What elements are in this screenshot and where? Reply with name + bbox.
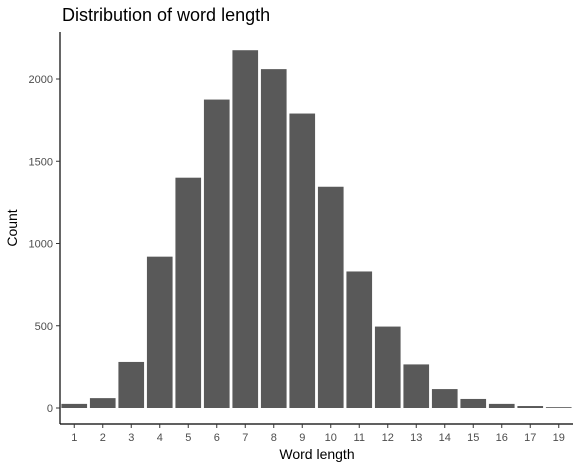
- y-tick-label: 500: [35, 321, 53, 333]
- x-tick-label: 10: [325, 432, 337, 444]
- bar-17: [517, 406, 544, 408]
- bar-14: [431, 389, 458, 408]
- x-tick-label: 3: [128, 432, 134, 444]
- x-tick-label: 5: [185, 432, 191, 444]
- bar-7: [232, 50, 259, 409]
- x-tick-label: 19: [553, 432, 565, 444]
- bar-9: [289, 113, 316, 408]
- bar-15: [460, 398, 487, 408]
- bar-6: [203, 99, 230, 408]
- x-axis-ticks: 1 2 3 4 5 6 7 8 9 10 11 12 13 14 15 16 17 19: [71, 424, 565, 444]
- x-tick-label: 11: [354, 432, 365, 444]
- x-tick-label: 2: [100, 432, 106, 444]
- y-axis-title: Count: [4, 209, 20, 246]
- x-tick-label: 12: [382, 432, 394, 444]
- bar-16: [488, 403, 515, 408]
- y-tick-label: 1000: [29, 239, 53, 251]
- y-axis-ticks: 0 500 1000 1500 2000: [29, 74, 60, 415]
- x-tick-label: 6: [214, 432, 220, 444]
- x-tick-label: 7: [242, 432, 248, 444]
- bar-1: [61, 403, 88, 408]
- bar-2: [89, 398, 116, 408]
- bar-5: [175, 177, 202, 408]
- x-tick-label: 15: [467, 432, 479, 444]
- bar-3: [118, 361, 145, 408]
- bar-11: [346, 271, 373, 408]
- x-tick-label: 4: [157, 432, 163, 444]
- chart-title: Distribution of word length: [62, 5, 270, 25]
- bar-12: [374, 326, 401, 408]
- x-tick-label: 17: [524, 432, 536, 444]
- y-tick-label: 2000: [29, 74, 53, 86]
- bars-group: [61, 50, 572, 409]
- y-tick-label: 1500: [29, 156, 53, 168]
- bar-19: [545, 407, 572, 408]
- x-axis-title: Word length: [279, 446, 354, 462]
- bar-10: [317, 186, 344, 408]
- x-tick-label: 13: [410, 432, 422, 444]
- bar-4: [146, 256, 173, 408]
- x-tick-label: 8: [271, 432, 277, 444]
- x-tick-label: 16: [496, 432, 508, 444]
- x-tick-label: 1: [71, 432, 77, 444]
- bar-13: [403, 364, 430, 408]
- x-tick-label: 14: [439, 432, 451, 444]
- bar-8: [260, 69, 287, 408]
- x-tick-label: 9: [299, 432, 305, 444]
- y-tick-label: 0: [47, 403, 53, 415]
